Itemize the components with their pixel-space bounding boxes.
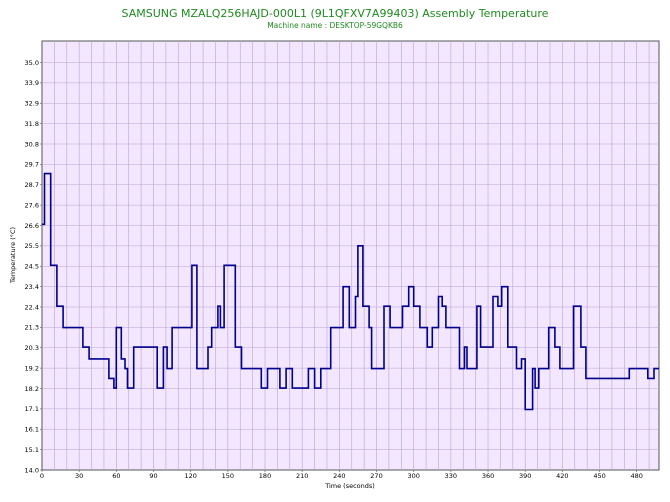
y-tick-label: 24.5 bbox=[25, 263, 39, 271]
x-tick-label: 390 bbox=[519, 472, 531, 480]
x-tick-label: 120 bbox=[184, 472, 196, 480]
y-tick-label: 32.9 bbox=[25, 100, 39, 108]
chart-subtitle: Machine name : DESKTOP-59GQKB6 bbox=[267, 21, 403, 30]
y-tick-label: 20.3 bbox=[25, 344, 39, 352]
x-axis-label: Time (seconds) bbox=[324, 482, 375, 490]
x-tick-label: 450 bbox=[593, 472, 605, 480]
x-tick-label: 150 bbox=[222, 472, 234, 480]
x-tick-label: 90 bbox=[149, 472, 157, 480]
y-tick-label: 18.2 bbox=[25, 385, 39, 393]
y-axis-ticks: 14.0 15.1 16.1 17.1 18.2 19.2 20.3 21.3 22.4 23.4… bbox=[25, 59, 42, 474]
chart-title: SAMSUNG MZALQ256HAJD-000L1 (9L1QFXV7A994… bbox=[122, 7, 549, 20]
y-tick-label: 14.0 bbox=[25, 466, 39, 474]
y-tick-label: 23.4 bbox=[25, 283, 39, 291]
y-tick-label: 15.1 bbox=[25, 446, 39, 454]
y-tick-label: 27.6 bbox=[25, 201, 39, 209]
y-tick-label: 33.9 bbox=[25, 79, 39, 87]
x-tick-label: 60 bbox=[112, 472, 120, 480]
y-tick-label: 22.4 bbox=[25, 303, 39, 311]
x-tick-label: 210 bbox=[296, 472, 308, 480]
x-tick-label: 420 bbox=[556, 472, 568, 480]
y-tick-label: 31.8 bbox=[25, 120, 39, 128]
x-tick-label: 330 bbox=[445, 472, 457, 480]
y-tick-label: 29.7 bbox=[25, 161, 39, 169]
x-axis-ticks: 0 30 60 90 120 150 180 210 240 270 300 330 360 390 420… bbox=[40, 470, 643, 480]
y-tick-label: 17.1 bbox=[25, 405, 39, 413]
y-tick-label: 26.6 bbox=[25, 222, 39, 230]
temperature-series-line bbox=[42, 172, 659, 411]
x-tick-label: 300 bbox=[407, 472, 419, 480]
y-tick-label: 16.1 bbox=[25, 426, 39, 434]
x-tick-label: 30 bbox=[75, 472, 83, 480]
x-tick-label: 240 bbox=[333, 472, 345, 480]
x-tick-label: 0 bbox=[40, 472, 44, 480]
y-tick-label: 21.3 bbox=[25, 324, 39, 332]
y-tick-label: 25.5 bbox=[25, 242, 39, 250]
x-tick-label: 180 bbox=[259, 472, 271, 480]
y-tick-label: 19.2 bbox=[25, 364, 39, 372]
y-tick-label: 28.7 bbox=[25, 181, 39, 189]
x-tick-label: 360 bbox=[482, 472, 494, 480]
x-tick-label: 480 bbox=[630, 472, 642, 480]
plot-area bbox=[41, 40, 660, 471]
y-axis-label: Temperature (°C) bbox=[9, 227, 17, 284]
y-tick-label: 35.0 bbox=[25, 59, 39, 67]
x-tick-label: 270 bbox=[370, 472, 382, 480]
y-tick-label: 30.8 bbox=[25, 140, 39, 148]
grid-lines bbox=[42, 41, 659, 470]
